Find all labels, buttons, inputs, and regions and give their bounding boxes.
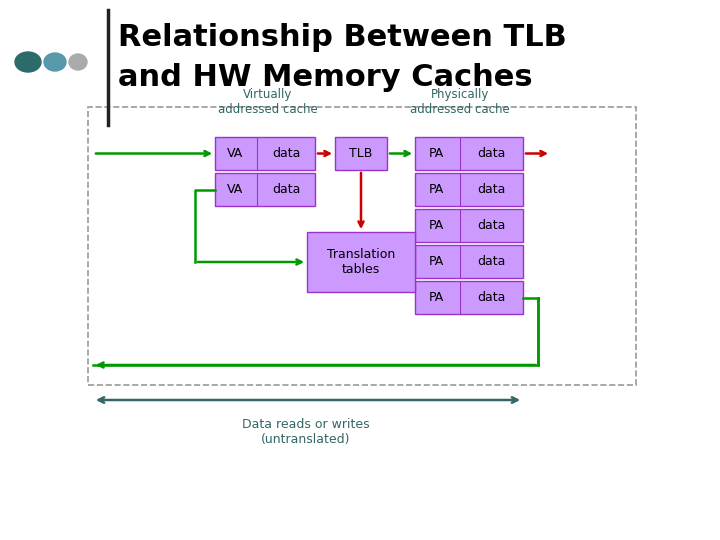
Text: PA: PA xyxy=(429,183,444,196)
FancyBboxPatch shape xyxy=(307,232,415,292)
FancyBboxPatch shape xyxy=(415,173,523,206)
Text: VA: VA xyxy=(227,147,243,160)
FancyBboxPatch shape xyxy=(215,173,315,206)
FancyBboxPatch shape xyxy=(415,137,523,170)
Text: PA: PA xyxy=(429,147,444,160)
Text: PA: PA xyxy=(429,219,444,232)
Ellipse shape xyxy=(69,54,87,70)
Text: data: data xyxy=(477,255,506,268)
Text: data: data xyxy=(477,291,506,304)
Text: TLB: TLB xyxy=(349,147,373,160)
Ellipse shape xyxy=(15,52,41,72)
Ellipse shape xyxy=(44,53,66,71)
Text: data: data xyxy=(477,147,506,160)
Text: data: data xyxy=(272,183,300,196)
Text: Physically
addressed cache: Physically addressed cache xyxy=(410,88,510,116)
Text: data: data xyxy=(272,147,300,160)
FancyBboxPatch shape xyxy=(215,137,315,170)
Text: VA: VA xyxy=(227,183,243,196)
Text: data: data xyxy=(477,183,506,196)
FancyBboxPatch shape xyxy=(335,137,387,170)
FancyBboxPatch shape xyxy=(415,245,523,278)
Text: Data reads or writes
(untranslated): Data reads or writes (untranslated) xyxy=(242,418,369,446)
Text: PA: PA xyxy=(429,291,444,304)
Text: Virtually
addressed cache: Virtually addressed cache xyxy=(218,88,318,116)
Text: Translation
tables: Translation tables xyxy=(327,248,395,276)
Text: and HW Memory Caches: and HW Memory Caches xyxy=(118,63,533,91)
FancyBboxPatch shape xyxy=(415,209,523,242)
Text: PA: PA xyxy=(429,255,444,268)
Text: data: data xyxy=(477,219,506,232)
Text: Relationship Between TLB: Relationship Between TLB xyxy=(118,23,567,51)
FancyBboxPatch shape xyxy=(415,281,523,314)
